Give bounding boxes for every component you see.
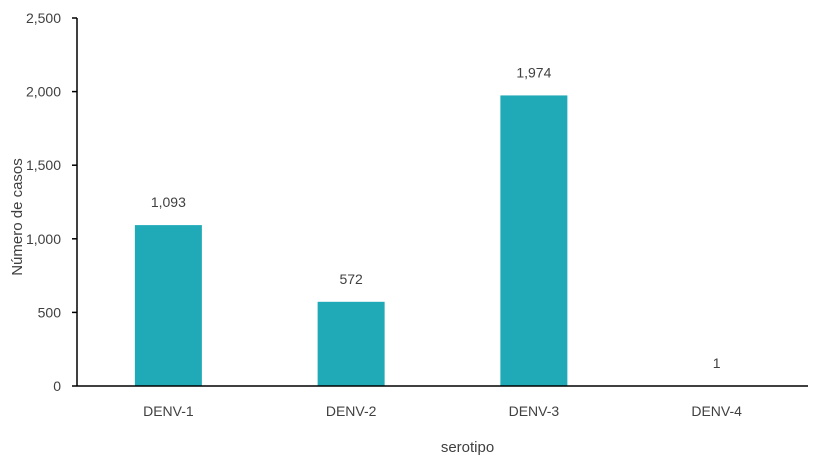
bar-denv-1 bbox=[134, 225, 202, 386]
bar-denv-2 bbox=[317, 301, 385, 386]
x-axis-title: serotipo bbox=[441, 439, 494, 456]
data-label-denv-3: 1,974 bbox=[516, 64, 551, 80]
bars bbox=[134, 95, 751, 387]
y-axis-title: Número de casos bbox=[9, 158, 26, 276]
y-tick-label: 0 bbox=[53, 378, 61, 394]
y-axis-ticks: 0 500 1,000 1,500 2,000 2,500 bbox=[26, 10, 77, 394]
y-tick-label: 2,500 bbox=[26, 10, 61, 26]
bar-denv-3 bbox=[500, 95, 568, 387]
x-axis-ticks: DENV-1 DENV-2 DENV-3 DENV-4 bbox=[143, 403, 742, 419]
y-tick-label: 1,500 bbox=[26, 157, 61, 173]
y-tick-label: 1,000 bbox=[26, 231, 61, 247]
x-tick-label-denv-3: DENV-3 bbox=[509, 403, 560, 419]
x-tick-label-denv-4: DENV-4 bbox=[691, 403, 742, 419]
y-tick-label: 500 bbox=[38, 304, 62, 320]
data-label-denv-1: 1,093 bbox=[151, 194, 186, 210]
x-tick-label-denv-1: DENV-1 bbox=[143, 403, 194, 419]
y-tick-label: 2,000 bbox=[26, 84, 61, 100]
data-label-denv-4: 1 bbox=[713, 355, 721, 371]
data-labels: 1,093 572 1,974 1 bbox=[151, 64, 721, 370]
data-label-denv-2: 572 bbox=[339, 271, 363, 287]
x-tick-label-denv-2: DENV-2 bbox=[326, 403, 377, 419]
